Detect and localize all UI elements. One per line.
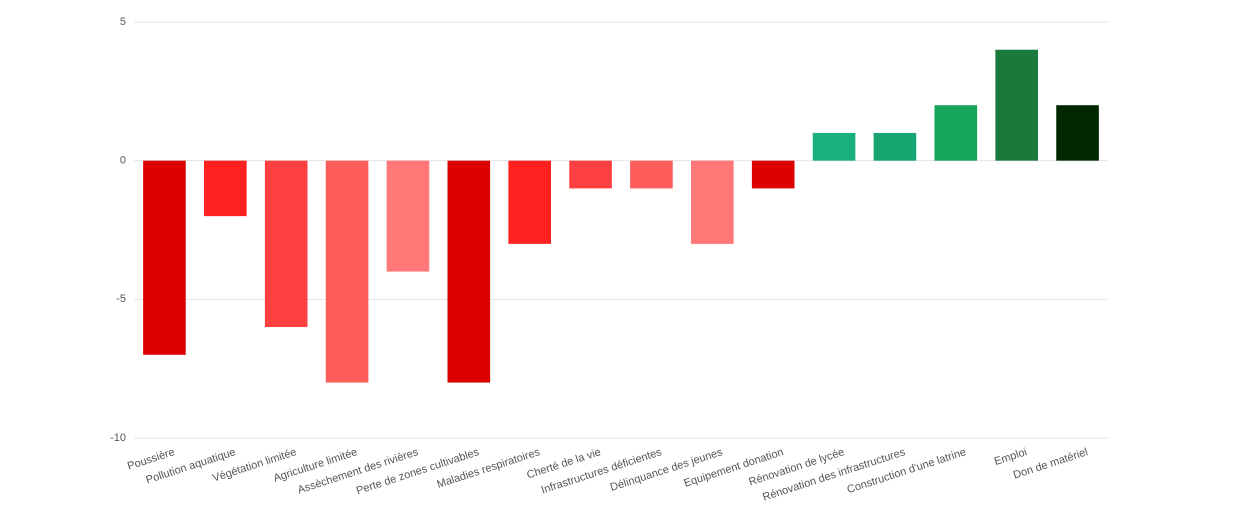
y-tick-label: 5 xyxy=(120,16,126,28)
y-tick-label: -10 xyxy=(110,432,126,444)
bar xyxy=(995,49,1038,161)
bar xyxy=(569,160,612,189)
bar xyxy=(630,160,673,189)
bar xyxy=(934,105,978,161)
bar xyxy=(751,160,795,189)
bar xyxy=(386,160,430,272)
bar xyxy=(508,160,551,244)
bar xyxy=(204,160,247,217)
bar xyxy=(143,160,186,355)
bar xyxy=(873,132,917,161)
bar xyxy=(264,160,308,328)
x-tick-label: Maladies respiratoires xyxy=(435,446,542,491)
x-tick-label: Emploi xyxy=(993,446,1029,468)
y-tick-label: 0 xyxy=(120,155,126,167)
y-tick-label: -5 xyxy=(116,293,126,305)
bar xyxy=(325,160,369,383)
bar xyxy=(812,132,856,161)
bar xyxy=(447,160,491,383)
bar xyxy=(1056,105,1099,161)
bar xyxy=(691,160,734,244)
